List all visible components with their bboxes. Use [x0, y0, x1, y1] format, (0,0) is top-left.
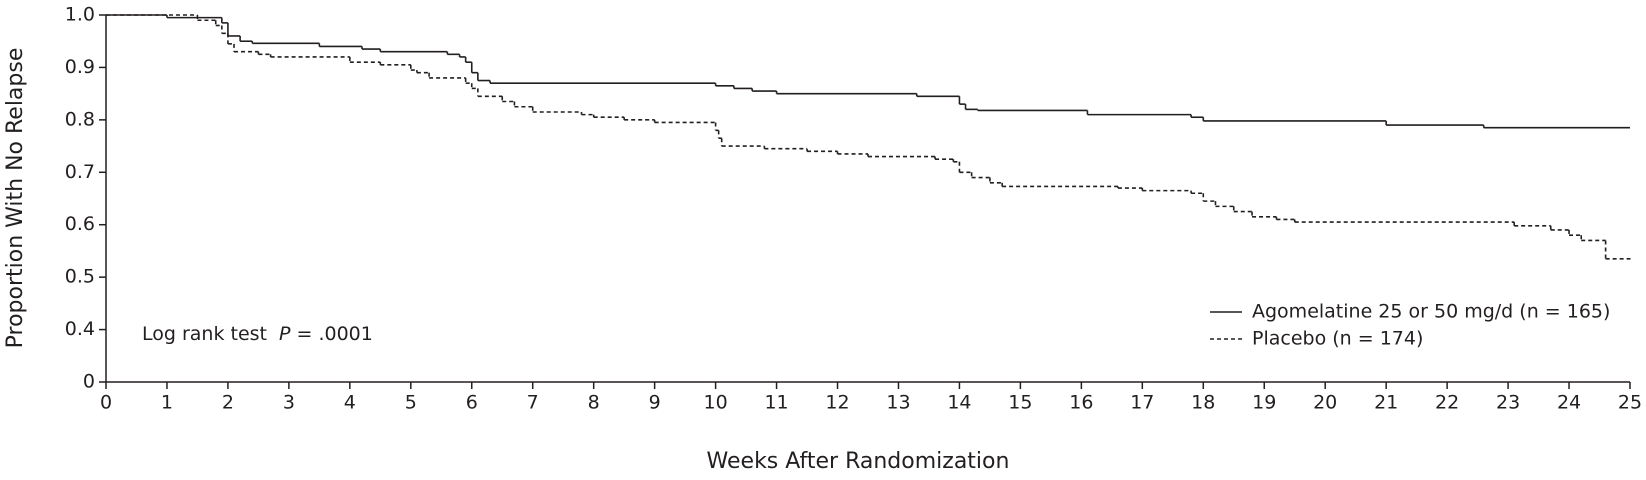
x-tick-label: 6 — [466, 392, 478, 414]
x-tick-label: 7 — [527, 392, 539, 414]
x-tick-label: 14 — [947, 392, 971, 414]
x-tick-label: 22 — [1435, 392, 1459, 414]
x-tick-label: 10 — [704, 392, 728, 414]
y-tick-label: 0.5 — [65, 266, 95, 288]
y-tick-label: 0.4 — [65, 318, 95, 340]
x-tick-label: 0 — [100, 392, 112, 414]
y-tick-label: 0.6 — [65, 213, 95, 235]
x-tick-label: 1 — [161, 392, 173, 414]
y-axis-title: Proportion With No Relapse — [3, 48, 28, 349]
x-tick-label: 3 — [283, 392, 295, 414]
y-tick-label: 0.8 — [65, 108, 95, 130]
x-tick-label: 17 — [1130, 392, 1154, 414]
x-tick-label: 2 — [222, 392, 234, 414]
x-tick-label: 23 — [1496, 392, 1520, 414]
annotation: Log rank test P = .0001 — [142, 323, 373, 345]
x-tick-label: 13 — [886, 392, 910, 414]
annotation-text: Log rank test — [142, 323, 267, 345]
y-tick-label: 1.0 — [65, 4, 95, 26]
annotation-stat: P — [279, 323, 291, 345]
x-axis-title: Weeks After Randomization — [707, 449, 1010, 474]
x-tick-label: 21 — [1374, 392, 1398, 414]
legend-label: Agomelatine 25 or 50 mg/d (n = 165) — [1252, 301, 1610, 323]
y-tick-label: 0.9 — [65, 56, 95, 78]
x-tick-label: 11 — [764, 392, 788, 414]
x-tick-label: 9 — [649, 392, 661, 414]
x-tick-label: 18 — [1191, 392, 1215, 414]
x-tick-label: 8 — [588, 392, 600, 414]
x-tick-label: 19 — [1252, 392, 1276, 414]
y-tick-label: 0 — [83, 371, 95, 393]
x-tick-label: 12 — [825, 392, 849, 414]
x-tick-label: 5 — [405, 392, 417, 414]
y-tick-label: 0.7 — [65, 161, 95, 183]
x-tick-label: 25 — [1618, 392, 1642, 414]
x-tick-label: 16 — [1069, 392, 1093, 414]
x-tick-label: 20 — [1313, 392, 1337, 414]
x-tick-label: 15 — [1008, 392, 1032, 414]
legend-label: Placebo (n = 174) — [1252, 328, 1423, 350]
x-tick-label: 4 — [344, 392, 356, 414]
x-tick-label: 24 — [1557, 392, 1581, 414]
annotation-result: = .0001 — [296, 323, 372, 345]
